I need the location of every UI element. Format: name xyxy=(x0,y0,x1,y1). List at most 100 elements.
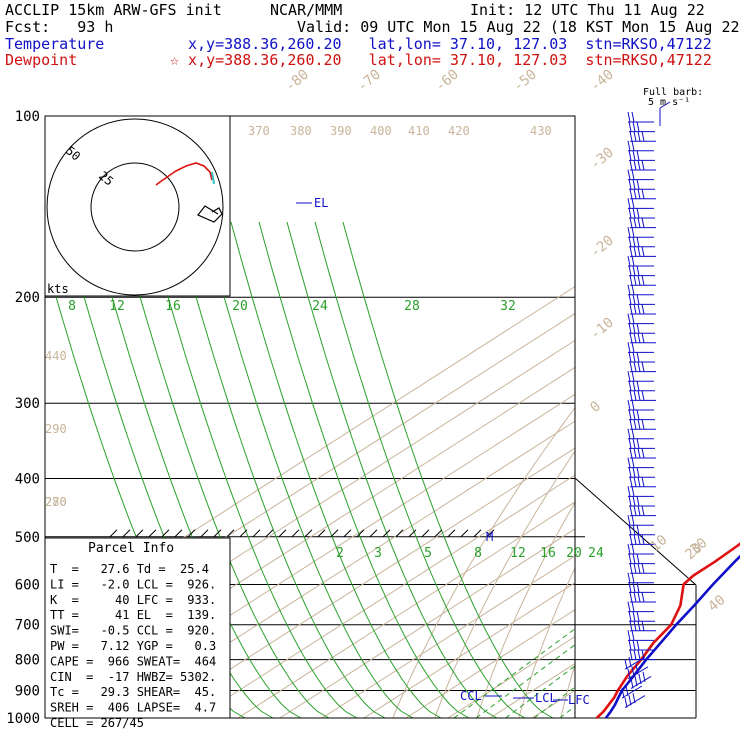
wind-barb-feather xyxy=(628,150,632,161)
isotherm xyxy=(279,528,575,718)
wind-barb-feather xyxy=(633,505,637,516)
wind-barb-feather xyxy=(632,121,636,132)
hatch-mark xyxy=(239,529,248,538)
pressure-label-300: 300 xyxy=(15,396,40,412)
wind-barb-feather xyxy=(631,371,635,382)
wind-barb-feather xyxy=(632,438,636,449)
wind-barb-feather xyxy=(628,121,632,132)
wind-barb-feather xyxy=(633,303,637,315)
wind-barb-feather xyxy=(635,664,639,675)
wind-barb-feather xyxy=(629,390,633,401)
wind-barb-feather xyxy=(631,313,635,324)
hodograph-box xyxy=(44,115,231,297)
wind-barb-feather xyxy=(641,476,645,487)
wind-barb-feather xyxy=(632,553,636,564)
wind-barb-feather xyxy=(627,543,631,555)
wind-barb-feather xyxy=(636,294,640,305)
mixing-ratio-label: 2 xyxy=(336,546,344,561)
wind-barb-feather xyxy=(641,332,645,343)
wind-barb-feather xyxy=(641,159,645,171)
wind-barb-feather xyxy=(628,611,632,622)
theta-label: 380 xyxy=(290,124,312,138)
wind-barb-feather xyxy=(628,438,632,449)
wind-barb-feather xyxy=(636,207,640,219)
mixing-ratio-line xyxy=(579,297,740,718)
wind-barb-feather xyxy=(637,188,641,199)
hatch-mark xyxy=(382,529,391,538)
wind-barb-feather xyxy=(624,697,628,708)
wind-barb-feather xyxy=(632,236,636,247)
wind-barb-feather xyxy=(627,572,631,583)
wind-barb-feather xyxy=(636,409,640,420)
temperature-tick-label: -20 xyxy=(587,233,617,262)
pressure-label-400: 400 xyxy=(15,471,40,487)
wind-barb-feather xyxy=(637,505,641,516)
wind-barb-feather xyxy=(633,217,637,228)
wind-barb-feather xyxy=(631,255,635,267)
theta-label: 440 xyxy=(45,349,67,363)
pressure-label-600: 600 xyxy=(15,577,40,593)
temperature-tick-label: -70 xyxy=(354,67,384,96)
wind-barb-feather xyxy=(631,227,635,238)
hatch-mark xyxy=(408,529,417,538)
wind-barb-feather xyxy=(641,591,645,603)
wind-barb-feather xyxy=(632,265,636,276)
wind-barb-feather xyxy=(637,246,641,257)
hatch-mark xyxy=(226,529,235,538)
hatch-mark xyxy=(447,529,456,538)
hatch-mark xyxy=(278,529,287,538)
mixing-ratio-label: 24 xyxy=(312,299,328,314)
mixing-ratio-label: 12 xyxy=(109,299,125,314)
mixing-ratio-line xyxy=(453,628,575,718)
wind-barb-feather xyxy=(629,620,633,631)
isotherm xyxy=(573,716,575,718)
mixing-ratio-label: 16 xyxy=(165,299,181,314)
wind-barb-feather xyxy=(636,380,640,391)
hatch-mark xyxy=(356,529,365,538)
wind-barb-feather xyxy=(631,630,635,641)
wind-barb-feather xyxy=(632,582,636,593)
wind-barb-feather xyxy=(631,342,635,353)
dry-adiabat xyxy=(603,116,740,718)
wind-barb-feather xyxy=(632,380,636,391)
wind-barb-feather xyxy=(628,656,632,668)
hodograph-unit: kts xyxy=(47,282,69,296)
pressure-label-100: 100 xyxy=(15,109,40,125)
wind-barb-feather xyxy=(628,323,632,334)
wind-barb-feather xyxy=(637,563,641,574)
wind-barb-feather xyxy=(636,467,640,478)
wind-barb-feather xyxy=(628,265,632,276)
hatch-mark xyxy=(252,529,261,538)
wind-barb-feather xyxy=(636,438,640,449)
hatch-mark xyxy=(291,529,300,538)
wind-barb-feather xyxy=(628,380,632,391)
moist-adiabat xyxy=(342,221,554,718)
el-label: EL xyxy=(314,196,328,210)
wind-barb-feather xyxy=(633,447,637,459)
wind-barb-feather xyxy=(629,419,633,430)
m-label: M xyxy=(486,530,493,544)
hatch-mark xyxy=(343,529,352,538)
wind-barb-feather xyxy=(627,486,631,497)
theta-label: 270 xyxy=(45,495,67,509)
wind-barb-feather xyxy=(636,121,640,132)
parcel-info-row: CIN = -17 HWBZ= 5302. xyxy=(50,670,216,684)
isotherm xyxy=(531,689,575,718)
theta-label: 430 xyxy=(530,124,552,138)
pressure-label-900: 900 xyxy=(15,683,40,699)
parcel-info-row: T = 27.6 Td = 25.4 xyxy=(50,562,209,576)
wind-barb-feather xyxy=(629,476,633,487)
wind-barb-feather xyxy=(636,553,640,564)
wind-barb-feather xyxy=(636,323,640,334)
wind-barb-feather xyxy=(637,419,641,430)
mixing-ratio-line xyxy=(533,686,575,718)
moist-adiabat xyxy=(174,221,386,718)
moist-adiabat xyxy=(230,221,442,718)
wind-barb-feather xyxy=(641,505,645,516)
theta-label: 290 xyxy=(45,422,67,436)
dewpoint-profile xyxy=(595,542,740,719)
wind-barb-feather xyxy=(633,131,637,142)
moist-adiabat xyxy=(118,221,330,718)
wind-barb-feather xyxy=(632,351,636,363)
